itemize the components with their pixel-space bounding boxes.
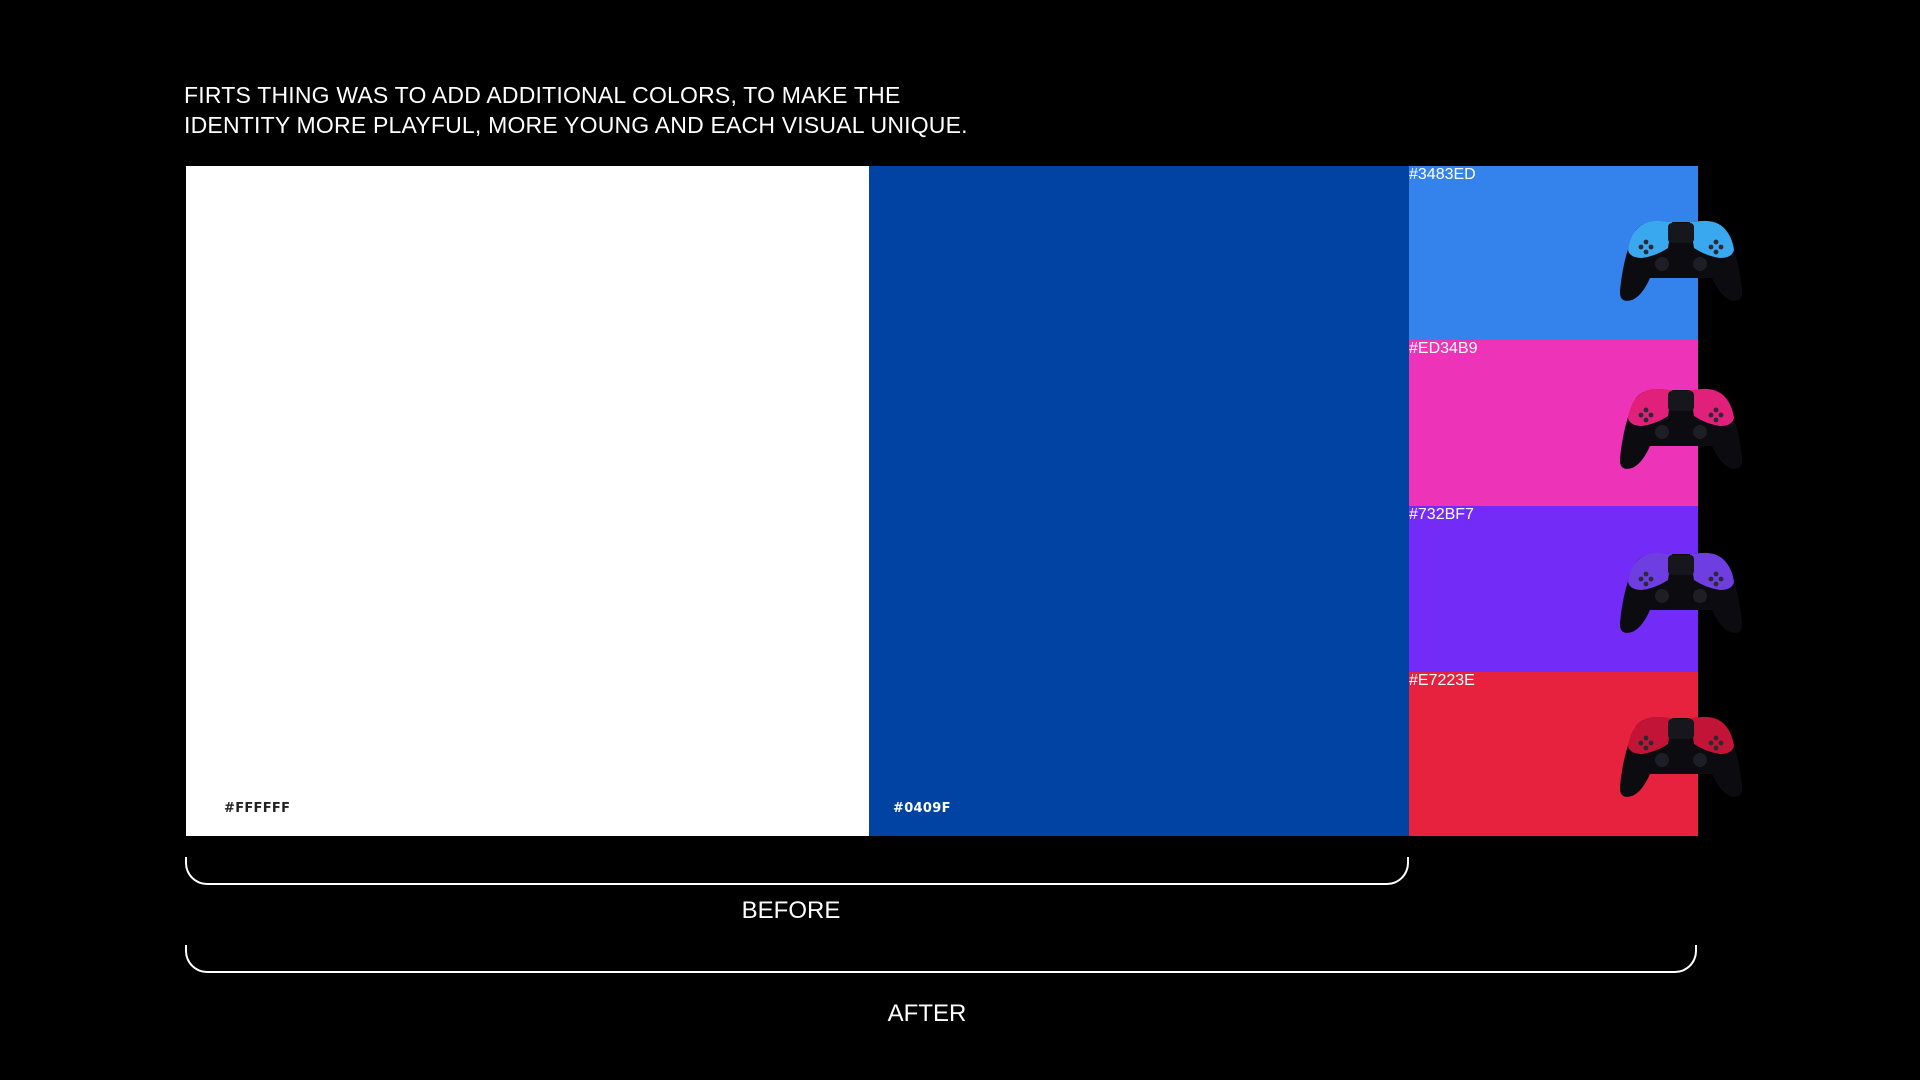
swatch-blue-code: #0409F [893,801,951,816]
swatch-white: #FFFFFF [186,166,869,836]
gamepad-icon [1616,708,1746,803]
accent-code: #ED34B9 [1409,340,1478,357]
after-label: AFTER [887,1000,967,1027]
accent-swatch-light-blue: #3483ED [1409,166,1743,340]
color-palette: #FFFFFF #0409F #3483ED #ED34B9 #732BF7 #… [186,166,1743,836]
intro-text: FIRTS THING WAS TO ADD ADDITIONAL COLORS… [184,80,1084,140]
before-label: BEFORE [741,897,841,924]
before-bracket [185,857,1409,885]
accent-code: #E7223E [1409,672,1475,689]
intro-line-2: IDENTITY MORE PLAYFUL, MORE YOUNG AND EA… [184,112,968,138]
accent-swatch-purple: #732BF7 [1409,506,1743,672]
swatch-white-code: #FFFFFF [224,801,291,816]
gamepad-icon [1616,212,1746,307]
intro-line-1: FIRTS THING WAS TO ADD ADDITIONAL COLORS… [184,82,901,108]
accent-code: #3483ED [1409,166,1476,183]
accent-swatch-red: #E7223E [1409,672,1743,836]
swatch-blue: #0409F [869,166,1409,836]
accent-code: #732BF7 [1409,506,1474,523]
after-bracket [185,945,1697,973]
gamepad-icon [1616,544,1746,639]
accent-swatch-pink: #ED34B9 [1409,340,1743,506]
gamepad-icon [1616,380,1746,475]
